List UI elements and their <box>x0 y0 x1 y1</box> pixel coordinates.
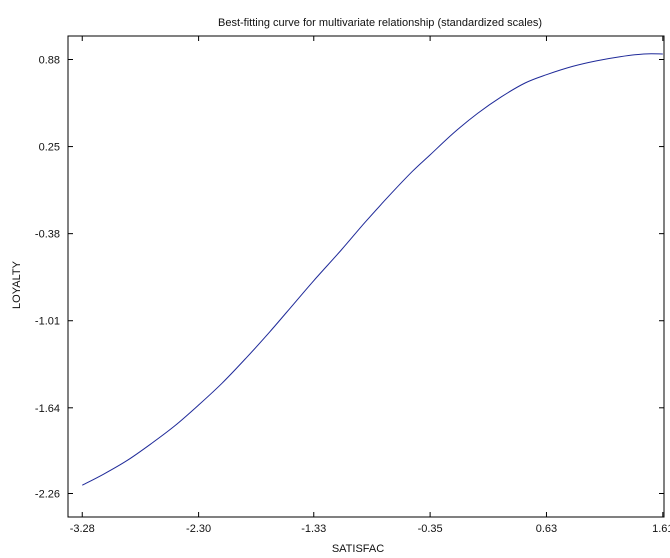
fitted-curve-line <box>82 53 663 486</box>
x-tick-label: -0.35 <box>418 523 443 535</box>
y-tick-label: -0.38 <box>35 229 60 241</box>
x-axis: -3.28 -2.30 -1.33 -0.35 0.63 1.61 <box>70 36 670 535</box>
x-tick-label: -2.30 <box>186 523 211 535</box>
y-tick-label: 0.25 <box>39 142 60 154</box>
y-axis: 0.88 0.25 -0.38 -1.01 -1.64 -2.26 <box>35 54 664 501</box>
y-axis-label: LOYALTY <box>11 260 23 309</box>
x-tick-label: 0.63 <box>536 523 557 535</box>
chart-title: Best-fitting curve for multivariate rela… <box>218 17 542 29</box>
x-tick-label: -1.33 <box>301 523 326 535</box>
y-tick-label: -1.01 <box>35 316 60 328</box>
y-tick-label: 0.88 <box>39 54 60 66</box>
x-tick-label: -3.28 <box>70 523 95 535</box>
y-tick-label: -2.26 <box>35 489 60 501</box>
x-axis-label: SATISFAC <box>332 543 384 555</box>
y-tick-label: -1.64 <box>35 403 60 415</box>
x-tick-label: 1.61 <box>652 523 670 535</box>
plot-frame <box>67 35 665 518</box>
